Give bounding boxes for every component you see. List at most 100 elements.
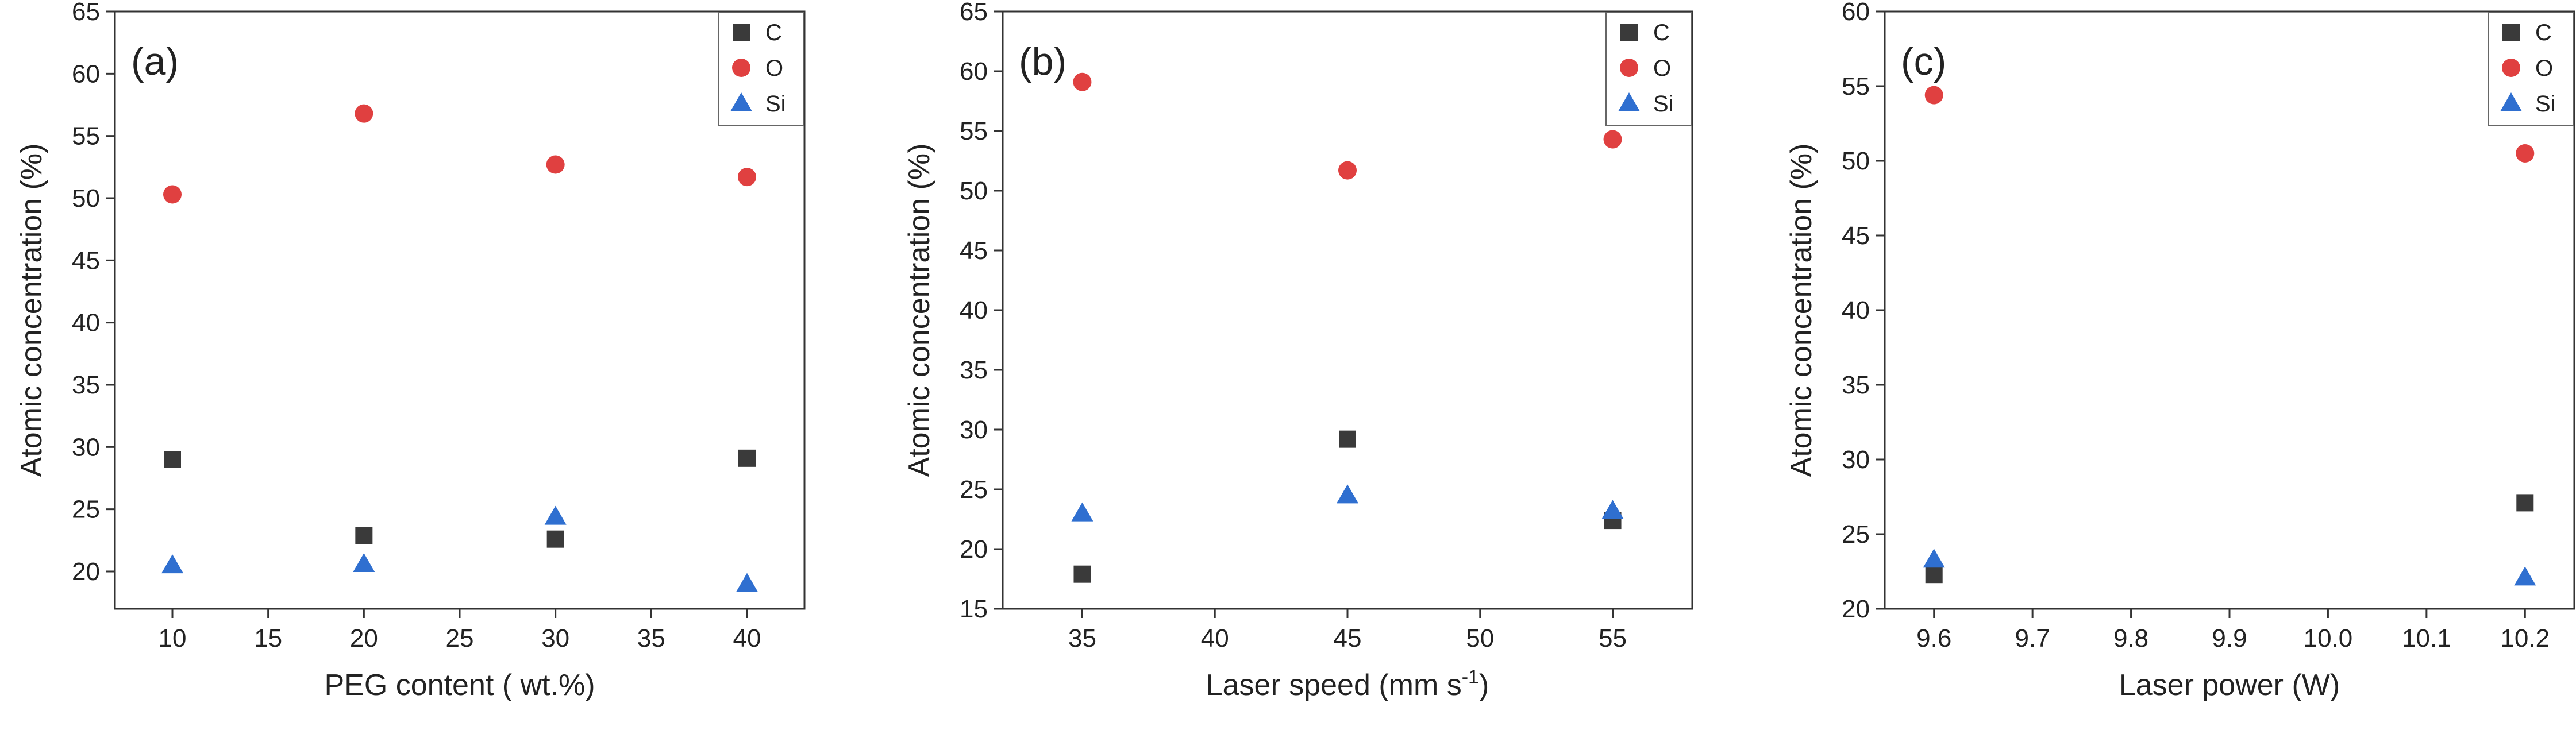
legend-label-c: C	[765, 20, 782, 45]
y-tick-label: 25	[72, 496, 100, 524]
legend-label-c: C	[2535, 20, 2552, 45]
data-point-c	[1925, 566, 1943, 584]
x-tick-label: 40	[733, 624, 761, 652]
y-tick-label: 20	[960, 535, 988, 563]
x-tick-label: 30	[541, 624, 569, 652]
data-point-o	[1603, 130, 1622, 149]
data-point-c	[355, 527, 373, 544]
y-tick-label: 40	[1842, 296, 1870, 325]
y-axis-title: Atomic concentration (%)	[1785, 144, 1818, 477]
legend-marker-o	[2502, 59, 2520, 77]
x-tick-label: 15	[254, 624, 282, 652]
data-point-o	[355, 104, 373, 123]
data-point-o	[1338, 161, 1357, 180]
x-tick-label: 25	[446, 624, 474, 652]
x-tick-label: 45	[1334, 624, 1362, 652]
legend-box	[718, 12, 804, 126]
x-tick-label: 9.7	[2015, 624, 2050, 652]
y-tick-label: 35	[72, 371, 100, 399]
data-point-o	[163, 185, 182, 204]
panel-b: 35 40 45 50 55 15 20 25 30 35 40 45 50 55 60 65 Laser sp…	[903, 0, 1693, 702]
data-point-si	[736, 573, 758, 592]
legend-marker-si	[2500, 92, 2522, 111]
x-tick-label: 10.1	[2402, 624, 2451, 652]
y-tick-label: 60	[960, 57, 988, 86]
legend-marker-o	[732, 59, 750, 77]
data-point-c	[546, 530, 564, 548]
legend-label-o: O	[2535, 56, 2553, 81]
x-axis-title: PEG content ( wt.%)	[324, 669, 595, 702]
data-point-si	[1071, 502, 1093, 522]
y-tick-label: 30	[1842, 446, 1870, 474]
x-axis-title-main: Laser speed (mm s	[1206, 669, 1462, 702]
panel-c: 9.6 9.7 9.8 9.9 10.0 10.1 10.2 20 25 30 35 40 45 50 55…	[1785, 0, 2575, 702]
data-point-si	[2514, 566, 2536, 586]
data-point-o	[1924, 86, 1943, 105]
panel-label: (b)	[1019, 40, 1066, 83]
y-tick-label: 50	[960, 177, 988, 205]
y-tick-label: 60	[72, 60, 100, 88]
y-tick-label: 45	[72, 246, 100, 275]
panel-label: (c)	[1901, 40, 1946, 83]
data-point-c	[738, 449, 756, 467]
y-tick-label: 55	[72, 122, 100, 150]
panel-a: 10 15 20 25 30 35 40 20 25 30 35 40 45 50 55 60 65 PEG co…	[15, 0, 806, 702]
x-axis-title: Laser speed (mm s-1)	[1206, 666, 1489, 702]
legend-label-si: Si	[765, 91, 786, 117]
data-point-si	[1923, 549, 1945, 568]
data-point-si	[544, 505, 567, 525]
y-tick-label: 60	[1842, 0, 1870, 26]
legend-label-c: C	[1653, 20, 1670, 45]
y-tick-label: 45	[960, 237, 988, 265]
y-axis-title: Atomic concentration (%)	[903, 144, 936, 477]
x-tick-label: 35	[637, 624, 665, 652]
x-tick-label: 9.6	[1916, 624, 1951, 652]
x-tick-label: 55	[1599, 624, 1627, 652]
y-tick-label: 35	[960, 356, 988, 384]
legend-marker-c	[733, 24, 750, 41]
legend-marker-c	[1620, 24, 1638, 41]
legend-box	[1605, 12, 1692, 126]
x-tick-label: 10.0	[2304, 624, 2353, 652]
x-tick-label: 9.8	[2113, 624, 2148, 652]
legend-marker-si	[730, 92, 752, 111]
panel-label: (a)	[131, 40, 179, 83]
y-tick-label: 25	[1842, 520, 1870, 549]
data-point-o	[1073, 72, 1092, 91]
y-tick-label: 30	[72, 433, 100, 461]
y-tick-label: 55	[1842, 72, 1870, 101]
data-point-o	[546, 155, 565, 174]
x-tick-label: 20	[350, 624, 378, 652]
x-tick-label: 40	[1201, 624, 1229, 652]
y-tick-label: 50	[1842, 147, 1870, 175]
legend-label-si: Si	[2535, 91, 2556, 117]
y-tick-label: 35	[1842, 371, 1870, 399]
y-tick-label: 25	[960, 476, 988, 504]
y-tick-label: 40	[960, 296, 988, 325]
data-point-c	[1339, 430, 1356, 448]
legend-marker-o	[1620, 59, 1638, 77]
y-tick-label: 55	[960, 117, 988, 145]
y-tick-label: 65	[72, 0, 100, 26]
data-point-c	[1073, 565, 1091, 583]
y-tick-label: 45	[1842, 222, 1870, 250]
legend-marker-si	[1618, 92, 1640, 111]
x-axis-title-end: )	[1479, 669, 1489, 702]
data-point-si	[353, 553, 375, 572]
legend-label-si: Si	[1653, 91, 1674, 117]
legend-box	[2488, 12, 2574, 126]
x-tick-label: 10.2	[2500, 624, 2550, 652]
x-axis-title-superscript: -1	[1462, 666, 1479, 688]
data-point-o	[2516, 144, 2535, 163]
x-tick-label: 35	[1068, 624, 1096, 652]
y-tick-label: 30	[960, 416, 988, 444]
x-tick-label: 10	[159, 624, 187, 652]
y-tick-label: 65	[960, 0, 988, 26]
x-tick-label: 9.9	[2212, 624, 2247, 652]
data-point-si	[1337, 484, 1358, 504]
x-axis-title: Laser power (W)	[2119, 669, 2340, 702]
data-point-si	[1601, 500, 1624, 519]
legend-label-o: O	[765, 56, 783, 81]
